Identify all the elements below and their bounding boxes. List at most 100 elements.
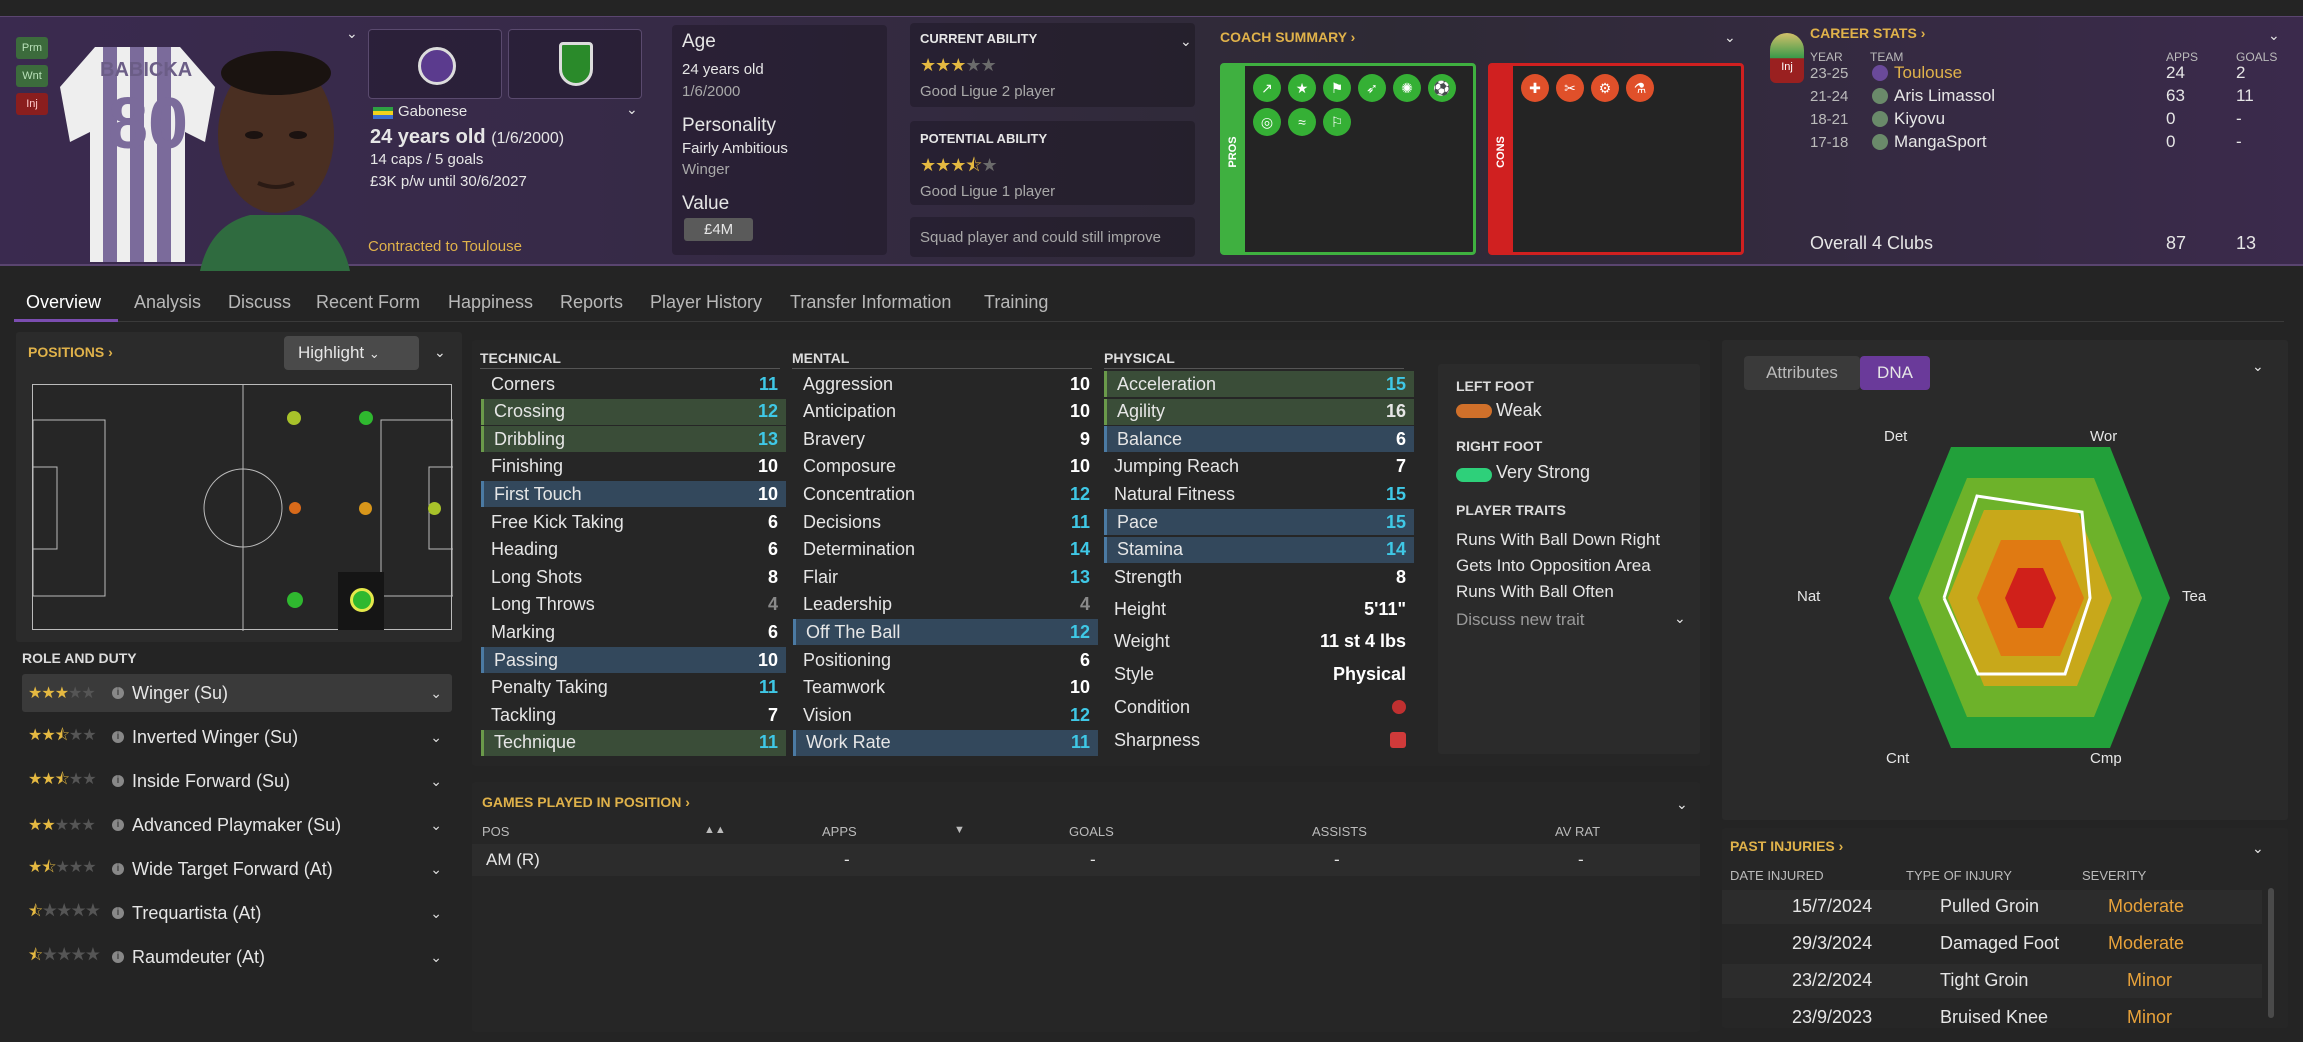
games-col-pos[interactable]: POS — [482, 824, 510, 839]
games-chevron-icon[interactable]: ⌄ — [1676, 796, 1688, 812]
injury-row[interactable]: 23/2/2024 Tight Groin Minor — [1722, 964, 2262, 998]
games-title[interactable]: GAMES PLAYED IN POSITION › — [482, 794, 690, 810]
attribute-row[interactable]: Jumping Reach 7 — [1104, 454, 1414, 480]
trend-up-icon[interactable]: ↗ — [1253, 74, 1281, 102]
tab-player-history[interactable]: Player History — [650, 292, 763, 312]
tab-dna[interactable]: DNA — [1860, 356, 1930, 390]
dna-chevron-icon[interactable]: ⌄ — [2252, 358, 2264, 374]
position-dot-st[interactable] — [428, 502, 441, 515]
nation-chevron-icon[interactable]: ⌄ — [626, 101, 638, 117]
career-team[interactable]: MangaSport — [1894, 132, 1987, 151]
discuss-chevron-icon[interactable]: ⌄ — [1674, 610, 1686, 626]
attribute-row[interactable]: Long Throws 4 — [481, 592, 786, 618]
attribute-row[interactable]: Long Shots 8 — [481, 564, 786, 590]
career-chevron-icon[interactable]: ⌄ — [2268, 27, 2280, 43]
info-icon[interactable]: i — [112, 775, 124, 787]
tab-overview[interactable]: Overview — [26, 292, 102, 312]
attribute-row[interactable]: Anticipation 10 — [793, 399, 1098, 425]
attribute-row[interactable]: Composure 10 — [793, 454, 1098, 480]
career-team[interactable]: Toulouse — [1894, 63, 1963, 82]
attribute-row[interactable]: Positioning 6 — [793, 647, 1098, 673]
apps-sort-icon[interactable]: ▼ — [954, 824, 965, 836]
attribute-row[interactable]: Dribbling 13 — [481, 426, 786, 453]
discuss-trait[interactable]: Discuss new trait — [1456, 610, 1585, 629]
role-row[interactable]: ★★⯪★★ i Inside Forward (Su) ⌄ — [22, 762, 452, 800]
position-dot-mr[interactable] — [287, 592, 303, 608]
attribute-row[interactable]: Corners 11 — [481, 371, 786, 397]
sort-icon[interactable]: ▲▲ — [704, 824, 726, 836]
career-team[interactable]: Aris Limassol — [1894, 86, 1996, 105]
wings-icon[interactable]: ≈ — [1288, 108, 1316, 136]
role-chevron-icon[interactable]: ⌄ — [430, 904, 442, 921]
photo-chevron-icon[interactable]: ⌄ — [346, 25, 358, 41]
attribute-row[interactable]: Off The Ball 12 — [793, 619, 1098, 646]
positions-title[interactable]: POSITIONS › — [28, 344, 113, 360]
attribute-row[interactable]: Acceleration 15 — [1104, 371, 1414, 397]
tab-training[interactable]: Training — [984, 292, 1049, 312]
role-row[interactable]: ⯪★★★★ i Trequartista (At) ⌄ — [22, 894, 452, 932]
tab-recent-form[interactable]: Recent Form — [316, 292, 421, 312]
career-row[interactable]: 21-24 Aris Limassol 63 11 — [1810, 86, 2270, 108]
role-chevron-icon[interactable]: ⌄ — [430, 816, 442, 833]
nation-logo-box[interactable] — [508, 29, 642, 99]
injuries-scrollbar[interactable] — [2268, 888, 2274, 1018]
position-dot-mc[interactable] — [289, 502, 301, 514]
career-team[interactable]: Kiyovu — [1894, 109, 1946, 128]
role-row[interactable]: ★★★★★ i Winger (Su) ⌄ — [22, 674, 452, 712]
attribute-row[interactable]: Penalty Taking 11 — [481, 675, 786, 701]
attribute-row[interactable]: First Touch 10 — [481, 481, 786, 508]
attribute-row[interactable]: Heading 6 — [481, 537, 786, 563]
ability-chevron-icon[interactable]: ⌄ — [1180, 33, 1192, 49]
attribute-row[interactable]: Determination 14 — [793, 537, 1098, 563]
attribute-row[interactable]: Tackling 7 — [481, 702, 786, 728]
value-tag[interactable]: £4M — [684, 218, 754, 241]
brain-icon[interactable]: ✺ — [1393, 74, 1421, 102]
badge-wnt[interactable]: Wnt — [16, 65, 48, 87]
info-icon[interactable]: i — [112, 731, 124, 743]
attribute-row[interactable]: Pace 15 — [1104, 509, 1414, 535]
attribute-row[interactable]: Stamina 14 — [1104, 536, 1414, 563]
role-row[interactable]: ★⯪★★★ i Wide Target Forward (At) ⌄ — [22, 850, 452, 888]
tab-reports[interactable]: Reports — [560, 292, 624, 312]
sprint-icon[interactable]: ➶ — [1358, 74, 1386, 102]
injuries-title[interactable]: PAST INJURIES › — [1730, 838, 1844, 854]
role-chevron-icon[interactable]: ⌄ — [430, 772, 442, 789]
attribute-row[interactable]: Technique 11 — [481, 729, 786, 756]
games-col-avrat[interactable]: AV RAT — [1555, 824, 1601, 839]
games-col-goals[interactable]: GOALS — [1069, 824, 1114, 839]
injury-row[interactable]: 15/7/2024 Pulled Groin Moderate — [1722, 890, 2262, 924]
badge-prm[interactable]: Prm — [16, 37, 48, 59]
tab-transfer-information[interactable]: Transfer Information — [790, 292, 952, 312]
attribute-row[interactable]: Style Physical — [1104, 661, 1414, 687]
attribute-row[interactable]: Teamwork 10 — [793, 675, 1098, 701]
flask-gear-icon[interactable]: ⚙ — [1591, 74, 1619, 102]
injury-row[interactable]: 29/3/2024 Damaged Foot Moderate — [1722, 927, 2262, 961]
attribute-row[interactable]: Work Rate 11 — [793, 729, 1098, 756]
injury-status-icon[interactable]: Inj — [1770, 33, 1804, 83]
club-logo-box[interactable] — [368, 29, 502, 99]
attribute-row[interactable]: Marking 6 — [481, 619, 786, 645]
tab-attributes[interactable]: Attributes — [1744, 356, 1860, 390]
info-icon[interactable]: i — [112, 819, 124, 831]
attribute-row[interactable]: Decisions 11 — [793, 509, 1098, 535]
coach-chevron-icon[interactable]: ⌄ — [1724, 29, 1736, 45]
attribute-row[interactable]: Bravery 9 — [793, 426, 1098, 452]
attribute-row[interactable]: Weight 11 st 4 lbs — [1104, 628, 1414, 654]
role-chevron-icon[interactable]: ⌄ — [430, 860, 442, 877]
star-icon[interactable]: ★ — [1288, 74, 1316, 102]
tab-discuss[interactable]: Discuss — [228, 292, 292, 312]
attribute-row[interactable]: Leadership 4 — [793, 592, 1098, 618]
tab-happiness[interactable]: Happiness — [448, 292, 534, 312]
career-row[interactable]: 18-21 Kiyovu 0 - — [1810, 109, 2270, 131]
info-icon[interactable]: i — [112, 863, 124, 875]
position-dot-ml[interactable] — [287, 411, 301, 425]
attribute-row[interactable]: Flair 13 — [793, 564, 1098, 590]
role-row[interactable]: ★★⯪★★ i Inverted Winger (Su) ⌄ — [22, 718, 452, 756]
badge-inj[interactable]: Inj — [16, 93, 48, 115]
attribute-row[interactable]: Crossing 12 — [481, 398, 786, 425]
attribute-row[interactable]: Finishing 10 — [481, 454, 786, 480]
coach-summary-title[interactable]: COACH SUMMARY › — [1220, 29, 1356, 45]
injury-icon[interactable]: ✚ — [1521, 74, 1549, 102]
attribute-row[interactable]: Sharpness — [1104, 727, 1414, 753]
position-dot-aml[interactable] — [359, 411, 373, 425]
